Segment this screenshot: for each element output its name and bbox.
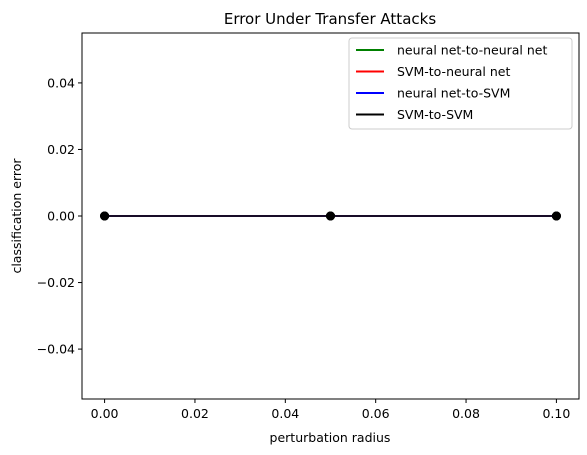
legend-label: neural net-to-neural net bbox=[397, 43, 547, 58]
legend-label: neural net-to-SVM bbox=[397, 86, 510, 101]
legend: neural net-to-neural net SVM-to-neural ne… bbox=[348, 37, 573, 130]
legend-label: SVM-to-neural net bbox=[397, 64, 510, 79]
y-tick-label: −0.04 bbox=[37, 342, 75, 357]
x-tick-label: 0.10 bbox=[542, 406, 570, 421]
x-tick-label: 0.02 bbox=[181, 406, 209, 421]
y-tick-label: 0.00 bbox=[47, 209, 75, 224]
data-point bbox=[551, 211, 561, 221]
data-point bbox=[100, 211, 110, 221]
y-axis-label: classification error bbox=[9, 158, 24, 274]
data-point bbox=[326, 211, 335, 221]
x-axis: 0.00 0.02 0.04 0.06 0.08 0.10 bbox=[91, 399, 570, 421]
x-tick-label: 0.06 bbox=[362, 406, 390, 421]
y-tick-label: −0.02 bbox=[37, 275, 75, 290]
x-tick-label: 0.00 bbox=[91, 406, 119, 421]
chart-title: Error Under Transfer Attacks bbox=[224, 10, 436, 28]
y-tick-label: 0.04 bbox=[47, 75, 75, 90]
x-tick-label: 0.08 bbox=[452, 406, 480, 421]
plot-area bbox=[100, 211, 561, 221]
x-tick-label: 0.04 bbox=[271, 406, 299, 421]
x-axis-label: perturbation radius bbox=[270, 430, 391, 445]
legend-box bbox=[348, 37, 573, 130]
y-axis: 0.04 0.02 0.00 −0.02 −0.04 bbox=[37, 75, 82, 357]
y-tick-label: 0.02 bbox=[47, 142, 75, 157]
legend-label: SVM-to-SVM bbox=[397, 107, 473, 122]
